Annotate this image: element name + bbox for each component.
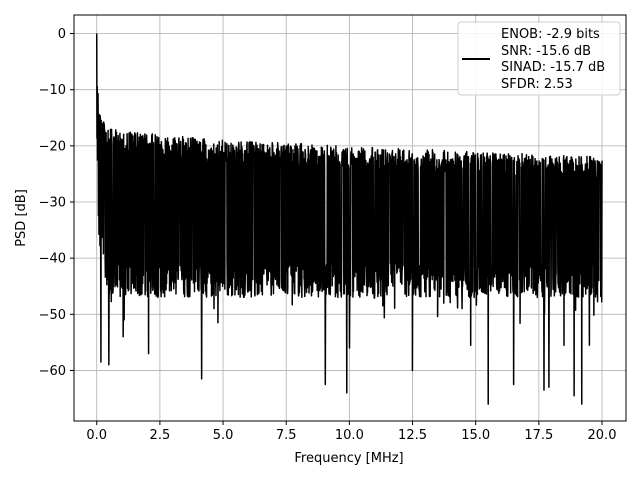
y-tick-label: 0	[58, 27, 66, 42]
y-tick-label: −60	[39, 364, 66, 379]
x-tick-label: 20.0	[588, 428, 617, 443]
x-tick-label: 2.5	[150, 428, 171, 443]
x-tick-label: 10.0	[335, 428, 364, 443]
y-tick-label: −30	[39, 195, 66, 210]
legend-box	[457, 21, 621, 96]
y-tick-label: −10	[39, 83, 66, 98]
legend: ENOB: -2.9 bits SNR: -15.6 dB SINAD: -15…	[457, 21, 621, 96]
y-axis-ticks: 0 −10 −20 −30 −40 −50 −60	[39, 27, 74, 379]
y-tick-label: −50	[39, 308, 66, 323]
x-tick-label: 7.5	[276, 428, 297, 443]
x-tick-label: 0.0	[86, 428, 107, 443]
x-tick-label: 5.0	[213, 428, 234, 443]
legend-sinad: SINAD: -15.7 dB	[501, 60, 605, 75]
x-tick-label: 12.5	[398, 428, 427, 443]
legend-enob: ENOB: -2.9 bits	[501, 27, 600, 42]
plot-frame	[73, 14, 627, 422]
x-axis-ticks: 0.0 2.5 5.0 7.5 10.0 12.5 15.0 17.5 20.0	[86, 421, 616, 443]
y-tick-label: −40	[39, 252, 66, 267]
x-tick-label: 15.0	[461, 428, 490, 443]
y-tick-label: −20	[39, 139, 66, 154]
x-tick-label: 17.5	[524, 428, 553, 443]
legend-snr: SNR: -15.6 dB	[501, 44, 591, 59]
psd-series-line	[95, 33, 603, 405]
x-axis-label: Frequency [MHz]	[294, 451, 403, 466]
legend-sfdr: SFDR: 2.53	[501, 77, 573, 92]
y-axis-label: PSD [dB]	[14, 189, 29, 247]
